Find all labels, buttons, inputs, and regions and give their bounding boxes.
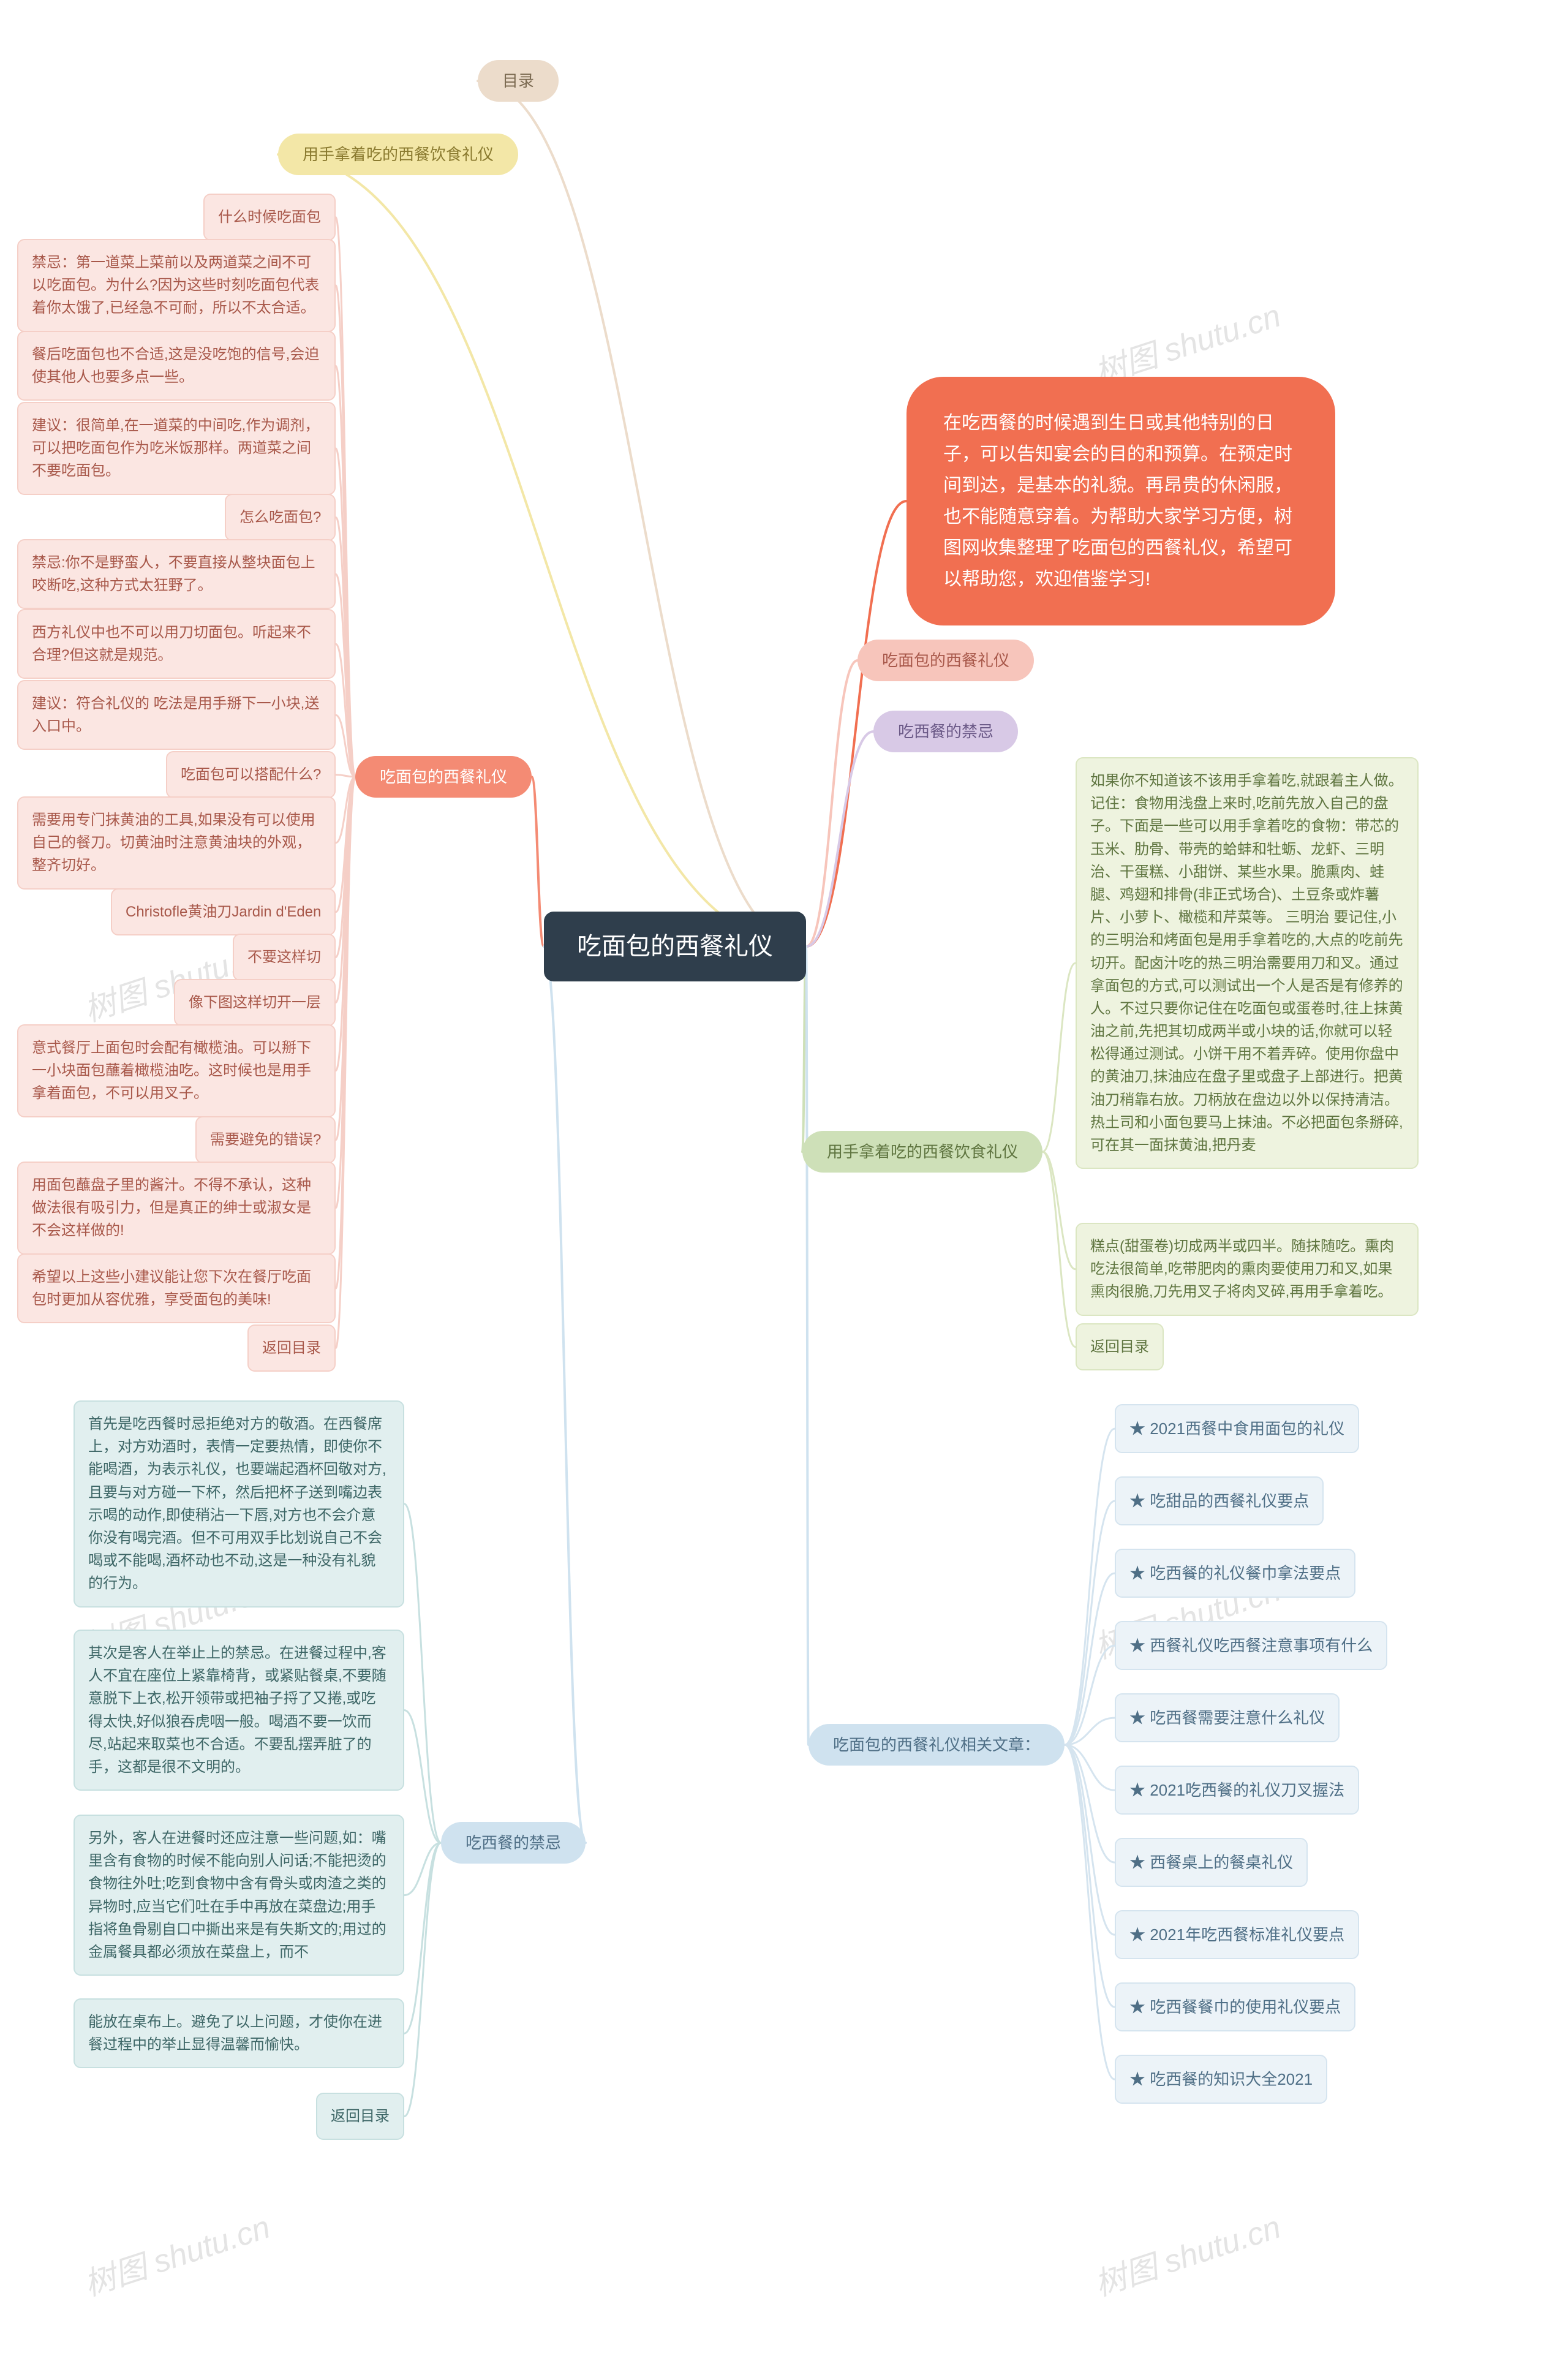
node-toc[interactable]: 目录 bbox=[478, 60, 559, 102]
leaf-taboo-0: 首先是吃西餐时忌拒绝对方的敬酒。在西餐席上，对方劝酒时，表情一定要热情，即使你不… bbox=[74, 1400, 404, 1608]
related-link-4[interactable]: ★ 吃西餐需要注意什么礼仪 bbox=[1115, 1693, 1340, 1742]
related-link-7[interactable]: ★ 2021年吃西餐标准礼仪要点 bbox=[1115, 1910, 1359, 1959]
related-link-0[interactable]: ★ 2021西餐中食用面包的礼仪 bbox=[1115, 1404, 1359, 1453]
node-subtitle-bread[interactable]: 吃面包的西餐礼仪 bbox=[858, 640, 1034, 681]
node-hand-eat-top[interactable]: 用手拿着吃的西餐饮食礼仪 bbox=[278, 134, 518, 175]
leaf-bread-2: 餐后吃面包也不合适,这是没吃饱的信号,会迫使其他人也要多点一些。 bbox=[17, 331, 336, 401]
node-related[interactable]: 吃面包的西餐礼仪相关文章： bbox=[809, 1724, 1065, 1766]
leaf-bread-7: 建议：符合礼仪的 吃法是用手掰下一小块,送入口中。 bbox=[17, 680, 336, 750]
leaf-taboo-3: 能放在桌布上。避免了以上问题，才使你在进餐过程中的举止显得温馨而愉快。 bbox=[74, 1998, 404, 2068]
leaf-hand-eat-1: 如果你不知道该不该用手拿着吃,就跟着主人做。记住：食物用浅盘上来时,吃前先放入自… bbox=[1076, 757, 1419, 1169]
node-bread-main[interactable]: 吃面包的西餐礼仪 bbox=[355, 756, 532, 798]
watermark: 树图 shutu.cn bbox=[1088, 2201, 1286, 2305]
related-link-3[interactable]: ★ 西餐礼仪吃西餐注意事项有什么 bbox=[1115, 1621, 1387, 1670]
leaf-bread-13: 意式餐厅上面包时会配有橄榄油。可以掰下一小块面包蘸着橄榄油吃。这时候也是用手拿着… bbox=[17, 1024, 336, 1117]
leaf-bread-16: 希望以上这些小建议能让您下次在餐厅吃面包时更加从容优雅，享受面包的美味! bbox=[17, 1253, 336, 1323]
leaf-bread-0: 什么时候吃面包 bbox=[203, 194, 336, 241]
leaf-taboo-2: 另外，客人在进餐时还应注意一些问题,如：嘴里含有食物的时候不能向别人问话;不能把… bbox=[74, 1815, 404, 1976]
related-link-6[interactable]: ★ 西餐桌上的餐桌礼仪 bbox=[1115, 1838, 1308, 1887]
leaf-bread-6: 西方礼仪中也不可以用刀切面包。听起来不合理?但这就是规范。 bbox=[17, 609, 336, 679]
leaf-bread-14: 需要避免的错误? bbox=[195, 1116, 336, 1163]
node-subtitle-taboo[interactable]: 吃西餐的禁忌 bbox=[873, 711, 1018, 752]
related-link-8[interactable]: ★ 吃西餐餐巾的使用礼仪要点 bbox=[1115, 1982, 1355, 2031]
node-hand-eat[interactable]: 用手拿着吃的西餐饮食礼仪 bbox=[802, 1131, 1042, 1173]
related-link-2[interactable]: ★ 吃西餐的礼仪餐巾拿法要点 bbox=[1115, 1549, 1355, 1598]
leaf-taboo-1: 其次是客人在举止上的禁忌。在进餐过程中,客人不宜在座位上紧靠椅背，或紧贴餐桌,不… bbox=[74, 1630, 404, 1791]
watermark: 树图 shutu.cn bbox=[77, 2201, 275, 2305]
leaf-bread-12: 像下图这样切开一层 bbox=[174, 979, 336, 1026]
leaf-hand-eat-2: 糕点(甜蛋卷)切成两半或四半。随抹随吃。熏肉 吃法很简单,吃带肥肉的熏肉要使用刀… bbox=[1076, 1223, 1419, 1316]
root-node: 吃面包的西餐礼仪 bbox=[544, 912, 806, 981]
leaf-bread-5: 禁忌:你不是野蛮人，不要直接从整块面包上咬断吃,这种方式太狂野了。 bbox=[17, 539, 336, 609]
node-intro: 在吃西餐的时候遇到生日或其他特别的日子，可以告知宴会的目的和预算。在预定时间到达… bbox=[907, 377, 1335, 625]
leaf-bread-4: 怎么吃面包? bbox=[225, 494, 336, 541]
leaf-bread-11: 不要这样切 bbox=[233, 934, 336, 981]
leaf-bread-3: 建议：很简单,在一道菜的中间吃,作为调剂，可以把吃面包作为吃米饭那样。两道菜之间… bbox=[17, 402, 336, 495]
leaf-bread-8: 吃面包可以搭配什么? bbox=[166, 751, 336, 798]
related-link-9[interactable]: ★ 吃西餐的知识大全2021 bbox=[1115, 2055, 1327, 2104]
leaf-taboo-back[interactable]: 返回目录 bbox=[316, 2093, 404, 2140]
leaf-bread-1: 禁忌：第一道菜上菜前以及两道菜之间不可以吃面包。为什么?因为这些时刻吃面包代表着… bbox=[17, 239, 336, 332]
leaf-bread-9: 需要用专门抹黄油的工具,如果没有可以使用自己的餐刀。切黄油时注意黄油块的外观，整… bbox=[17, 796, 336, 890]
node-taboo-main[interactable]: 吃西餐的禁忌 bbox=[441, 1822, 586, 1864]
leaf-hand-eat-back[interactable]: 返回目录 bbox=[1076, 1323, 1164, 1370]
leaf-bread-back[interactable]: 返回目录 bbox=[247, 1324, 336, 1372]
leaf-bread-15: 用面包蘸盘子里的酱汁。不得不承认，这种做法很有吸引力，但是真正的绅士或淑女是不会… bbox=[17, 1162, 336, 1255]
related-link-1[interactable]: ★ 吃甜品的西餐礼仪要点 bbox=[1115, 1476, 1324, 1525]
leaf-bread-10: Christofle黄油刀Jardin d'Eden bbox=[111, 888, 336, 935]
related-link-5[interactable]: ★ 2021吃西餐的礼仪刀叉握法 bbox=[1115, 1766, 1359, 1815]
